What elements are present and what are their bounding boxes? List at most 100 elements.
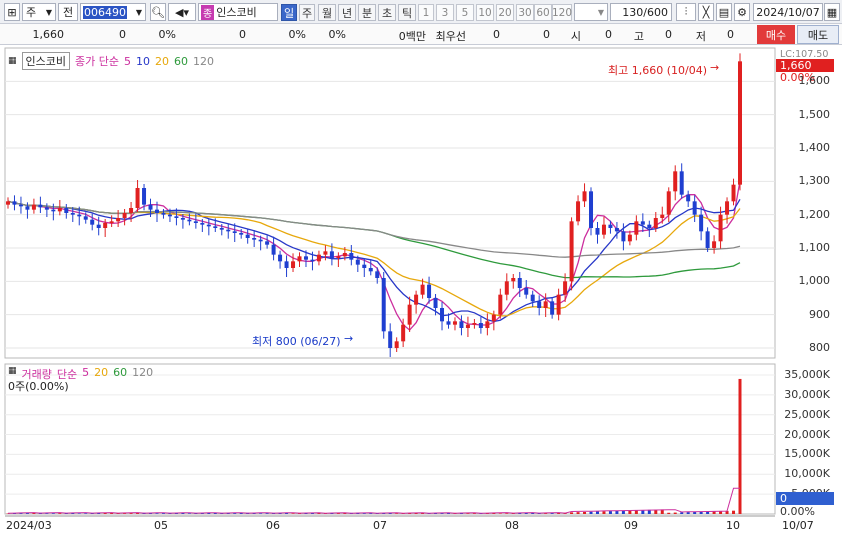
period-month-label: 월	[321, 6, 333, 20]
arrow-right-icon: →	[710, 61, 720, 74]
volume-y-tick: 20,000K	[784, 427, 830, 441]
candle-body	[77, 214, 82, 217]
period-week-label: 주	[301, 6, 313, 20]
ma-line-120	[7, 200, 741, 258]
candle-body	[232, 231, 237, 233]
volume-bar	[369, 513, 373, 514]
candle-body	[323, 251, 328, 255]
tick-3[interactable]: 3	[436, 4, 454, 21]
candle-body	[381, 278, 386, 332]
candle-body	[180, 218, 185, 220]
stock-code-input[interactable]: 006490 ▼	[80, 3, 146, 21]
period-second[interactable]: 초	[378, 4, 396, 21]
volume-bar	[110, 512, 114, 514]
volume-bar	[602, 511, 606, 514]
gear-icon[interactable]: ⚙	[734, 3, 750, 21]
volume-bar	[621, 510, 625, 514]
candle-body	[278, 254, 283, 262]
candle-body	[692, 201, 697, 215]
speaker-icon[interactable]: ◀▾	[168, 3, 196, 21]
candle-body	[394, 341, 399, 348]
tick-dropdown[interactable]: ▼	[574, 3, 608, 21]
tick-1[interactable]: 1	[418, 4, 434, 21]
candle-body	[64, 208, 69, 213]
volume-bar	[414, 513, 418, 514]
candle-body	[601, 224, 606, 235]
volume-bar	[330, 513, 334, 514]
arrow-right-icon: →	[344, 332, 354, 345]
count-field[interactable]: 130/600	[610, 3, 672, 21]
prev-label: 전	[62, 6, 74, 19]
volume-bar	[194, 513, 198, 514]
price-panel-frame	[4, 47, 776, 359]
tick-30[interactable]: 30	[516, 4, 534, 21]
candle-body	[167, 214, 172, 217]
candle-body	[206, 224, 211, 227]
print-icon[interactable]: ▤	[716, 3, 732, 21]
price-y-tick: 900	[809, 307, 830, 321]
period-month[interactable]: 월	[318, 4, 336, 21]
legend-stock-name[interactable]: 인스코비	[21, 52, 70, 70]
tick-10[interactable]: 10	[476, 4, 494, 21]
volume-bar	[220, 513, 224, 514]
candle-body	[342, 253, 347, 257]
panel-icon[interactable]: ⊞	[4, 3, 20, 21]
volume-bar	[298, 513, 302, 514]
candle-body	[738, 61, 742, 185]
period-day[interactable]: 일	[281, 4, 297, 21]
price-y-tick: 1,100	[798, 241, 831, 254]
search-icon[interactable]: 🔍︎	[150, 3, 166, 21]
period-minute-label: 분	[361, 6, 373, 20]
market-select[interactable]: 주 ▼	[22, 3, 56, 21]
tick-120[interactable]: 120	[552, 4, 572, 21]
period-day-label: 일	[283, 6, 295, 20]
period-tick[interactable]: 틱	[398, 4, 416, 21]
period-week[interactable]: 주	[299, 4, 315, 21]
volume-bar	[667, 512, 671, 514]
volume-bar	[434, 513, 438, 514]
candle-body	[12, 201, 17, 205]
candle-body	[51, 209, 56, 212]
candle-body	[440, 308, 445, 322]
volume-bar	[576, 512, 580, 514]
period-year[interactable]: 년	[338, 4, 356, 21]
tick-5[interactable]: 5	[456, 4, 474, 21]
sell-button[interactable]: 매도	[797, 25, 839, 44]
candle-type-icon[interactable]: ⫶	[676, 3, 696, 21]
candle-body	[627, 234, 632, 242]
candle-body	[614, 228, 619, 232]
candle-body	[329, 251, 334, 258]
volume-bar	[680, 512, 684, 514]
volume-bar	[505, 513, 509, 514]
tick-20[interactable]: 20	[496, 4, 514, 21]
x-label-jul: 07	[373, 519, 387, 532]
candle-body	[498, 294, 503, 315]
high-label: 고	[633, 30, 644, 43]
candle-body	[193, 221, 198, 223]
volume-bar	[732, 510, 736, 514]
stock-name-field[interactable]: 종 인스코비	[198, 3, 278, 21]
volume-bar	[51, 513, 55, 514]
volume-bar	[615, 510, 619, 514]
volume-bar	[492, 512, 496, 514]
count-value: 130	[622, 5, 644, 19]
period-minute[interactable]: 분	[358, 4, 376, 21]
prev-button[interactable]: 전	[58, 3, 78, 21]
name-badge: 종	[201, 4, 215, 20]
candle-body	[245, 234, 250, 238]
volume-bar	[90, 513, 94, 514]
calendar-icon[interactable]: ▦	[824, 3, 840, 21]
buy-button[interactable]: 매수	[757, 25, 795, 44]
period-year-label: 년	[341, 6, 353, 20]
date-field[interactable]: 2024/10/07	[753, 3, 823, 21]
tick-60[interactable]: 60	[534, 4, 552, 21]
candle-body	[582, 191, 587, 202]
volume-bar	[693, 511, 697, 514]
volume-panel-frame	[4, 363, 776, 515]
candle-body	[142, 188, 147, 205]
candle-body	[563, 281, 568, 295]
candle-body	[31, 204, 36, 210]
crosshair-icon[interactable]: ╳	[698, 3, 714, 21]
volume-bar	[362, 513, 366, 514]
chart-canvas[interactable]	[0, 46, 842, 543]
